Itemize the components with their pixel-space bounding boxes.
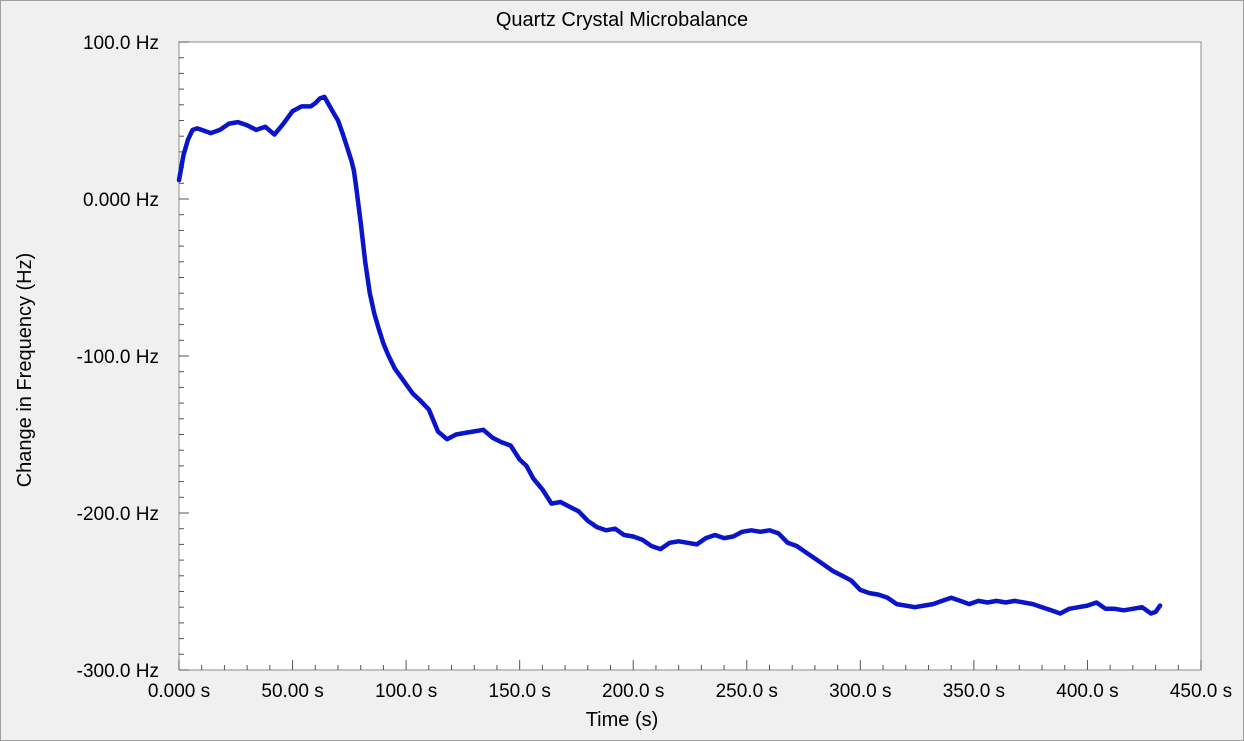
x-tick-label: 100.0 s — [375, 681, 437, 702]
x-tick-label: 300.0 s — [829, 681, 891, 702]
y-tick-label: -100.0 Hz — [77, 347, 159, 368]
y-tick-label: 100.0 Hz — [83, 33, 159, 54]
y-tick-label: 0.000 Hz — [83, 190, 159, 211]
x-tick-label: 50.00 s — [261, 681, 323, 702]
minor-ticks — [178, 41, 1202, 671]
y-tick-label: -200.0 Hz — [77, 504, 159, 525]
plot-area — [178, 41, 1202, 671]
x-axis-title: Time (s) — [586, 709, 659, 731]
x-tick-label: 150.0 s — [489, 681, 551, 702]
x-tick-label: 0.000 s — [148, 681, 210, 702]
series-layer — [176, 94, 1163, 616]
y-axis-ticks: 100.0 Hz 0.000 Hz -100.0 Hz -200.0 Hz -300.0… — [77, 33, 159, 682]
y-tick-label: -300.0 Hz — [77, 661, 159, 682]
x-tick-label: 250.0 s — [716, 681, 778, 702]
x-axis-ticks: 0.000 s 50.00 s 100.0 s 150.0 s 200.0 s 250.0… — [148, 681, 1232, 702]
x-tick-label: 350.0 s — [943, 681, 1005, 702]
x-tick-label: 400.0 s — [1056, 681, 1118, 702]
series-line — [176, 94, 1163, 616]
y-axis-title: Change in Frequency (Hz) — [14, 253, 36, 488]
x-tick-label: 450.0 s — [1170, 681, 1232, 702]
chart-title: Quartz Crystal Microbalance — [496, 9, 748, 31]
x-tick-label: 200.0 s — [602, 681, 664, 702]
